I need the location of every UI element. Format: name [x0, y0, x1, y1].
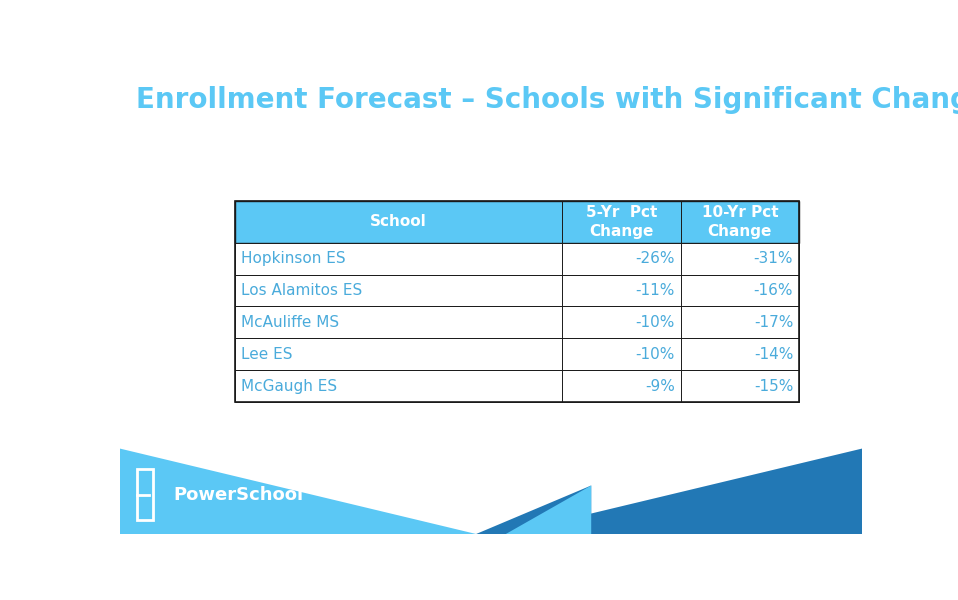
Text: McGaugh ES: McGaugh ES: [240, 379, 337, 394]
Text: -14%: -14%: [754, 347, 793, 362]
Polygon shape: [506, 485, 591, 534]
Bar: [235, 202, 799, 242]
Text: 10-Yr Pct
Change: 10-Yr Pct Change: [701, 205, 778, 239]
Text: Lee ES: Lee ES: [240, 347, 292, 362]
Bar: [235, 338, 799, 370]
Text: -26%: -26%: [635, 251, 674, 266]
Text: School: School: [370, 214, 427, 229]
Text: -31%: -31%: [754, 251, 793, 266]
Text: -9%: -9%: [645, 379, 674, 394]
Text: Enrollment Forecast – Schools with Significant Change: Enrollment Forecast – Schools with Signi…: [136, 86, 958, 114]
Bar: [235, 370, 799, 403]
Text: McAuliffe MS: McAuliffe MS: [240, 315, 339, 330]
Text: PowerSchool: PowerSchool: [173, 486, 304, 504]
Bar: [235, 275, 799, 307]
Text: -16%: -16%: [754, 283, 793, 298]
Text: -11%: -11%: [635, 283, 674, 298]
Polygon shape: [476, 485, 591, 534]
Text: -17%: -17%: [754, 315, 793, 330]
Polygon shape: [120, 449, 476, 534]
Text: -10%: -10%: [635, 315, 674, 330]
Bar: [235, 242, 799, 275]
Text: 5-Yr  Pct
Change: 5-Yr Pct Change: [585, 205, 657, 239]
Text: -15%: -15%: [754, 379, 793, 394]
Bar: [235, 307, 799, 338]
Text: Hopkinson ES: Hopkinson ES: [240, 251, 346, 266]
Text: Los Alamitos ES: Los Alamitos ES: [240, 283, 362, 298]
Text: -10%: -10%: [635, 347, 674, 362]
Bar: [235, 202, 799, 403]
Polygon shape: [506, 449, 862, 534]
